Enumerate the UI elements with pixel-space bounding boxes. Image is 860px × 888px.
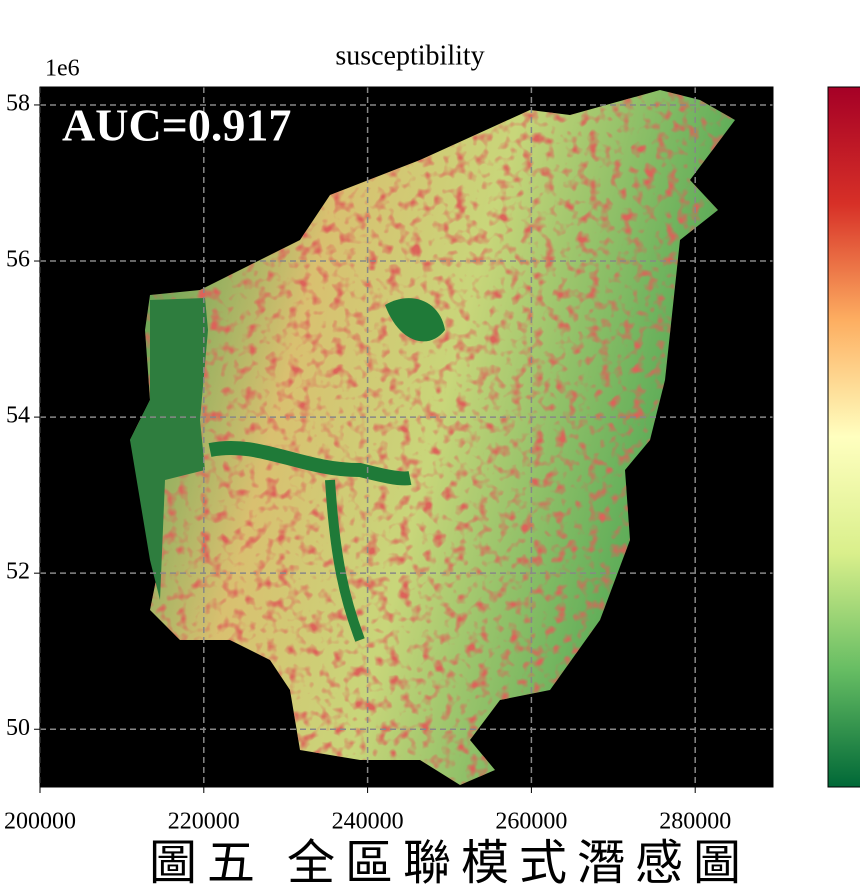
figure-caption: 圖五 全區聯模式潛感圖 — [149, 837, 751, 888]
reservoir — [385, 298, 445, 342]
y-tick-label: 56 — [6, 247, 30, 273]
colorbar — [827, 86, 860, 788]
y-tick-label: 58 — [6, 90, 30, 116]
chart-title: susceptibility — [335, 40, 484, 71]
x-tick-label: 280000 — [659, 809, 731, 835]
x-tick-label: 200000 — [4, 809, 76, 835]
lowland — [130, 298, 208, 600]
red-texture — [130, 90, 735, 785]
y-tick-label: 50 — [6, 715, 30, 741]
x-tick-label: 260000 — [495, 809, 567, 835]
river — [325, 479, 365, 642]
auc-annotation: AUC=0.917 — [62, 100, 291, 151]
river — [208, 440, 412, 486]
y-tick-label: 52 — [6, 559, 30, 585]
map-layer — [130, 90, 735, 785]
y-tick-label: 54 — [6, 403, 30, 429]
offset-label: 1e6 — [45, 56, 80, 82]
plot-frame — [39, 86, 774, 788]
x-tick-label: 220000 — [168, 809, 240, 835]
x-tick-label: 240000 — [332, 809, 404, 835]
